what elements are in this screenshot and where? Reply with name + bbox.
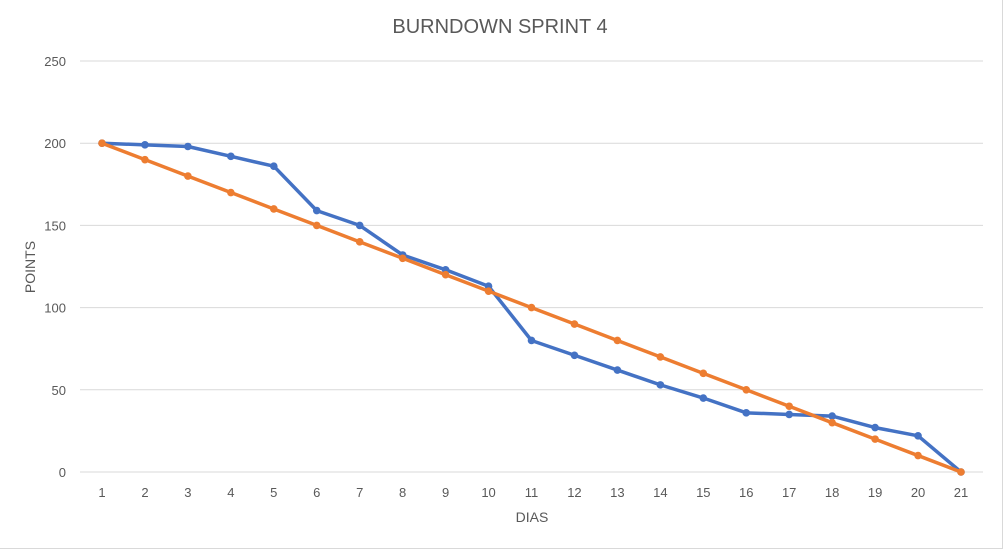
x-tick-label: 15 [696,485,710,500]
data-point [828,418,836,427]
x-tick-label: 6 [313,485,320,500]
x-tick-label: 12 [567,485,581,500]
data-point [98,139,106,147]
data-point [141,141,149,149]
data-point [141,155,149,164]
x-tick-label: 17 [782,485,796,500]
data-point [398,254,407,263]
x-tick-label: 9 [442,485,449,500]
data-point [914,451,922,460]
series-layer [98,139,965,476]
data-point [484,287,493,295]
x-axis-ticks: 1 2 3 4 5 6 7 8 9 10 11 12 13 14 15 16 17 18 19 20 21 [98,485,968,500]
x-tick-label: 21 [954,485,968,500]
gridlines [80,60,983,473]
data-point [699,394,708,402]
data-point [227,188,235,197]
y-tick-label: 100 [44,301,66,316]
x-tick-label: 4 [227,485,234,500]
series-2 [98,139,965,476]
data-point [355,238,364,246]
x-tick-label: 16 [739,485,753,500]
x-axis-title: DIAS [516,509,549,525]
data-point [270,162,278,171]
data-point [527,336,536,345]
x-tick-label: 19 [868,485,882,500]
data-point [613,336,622,345]
data-point [957,468,965,476]
data-point [184,172,192,180]
data-point [570,351,579,360]
data-point [871,423,879,432]
data-point [613,366,622,374]
data-point [441,270,450,279]
x-tick-label: 8 [399,485,406,500]
data-point [656,353,665,361]
data-point [828,412,836,420]
x-tick-label: 13 [610,485,624,500]
x-tick-label: 20 [911,485,925,500]
data-point [270,205,278,213]
chart-title: BURNDOWN SPRINT 4 [392,16,607,38]
data-point [742,386,751,394]
data-point [570,320,579,328]
data-point [312,206,321,215]
data-point [914,432,922,440]
data-point [699,369,708,378]
x-tick-label: 2 [141,485,148,500]
data-point [312,221,321,230]
y-tick-label: 50 [52,383,66,398]
data-point [871,435,879,443]
x-tick-label: 14 [653,485,667,500]
x-tick-label: 5 [270,485,277,500]
x-tick-label: 11 [525,485,539,500]
x-tick-label: 7 [356,485,363,500]
data-point [355,221,364,230]
x-tick-label: 1 [98,485,105,500]
data-point [527,303,536,312]
data-point [785,410,793,419]
y-axis-ticks: 0 50 100 150 200 250 [44,54,66,480]
data-point [656,381,665,389]
data-point [184,142,192,151]
x-tick-label: 10 [481,485,495,500]
y-tick-label: 250 [44,54,66,69]
y-axis-title: POINTS [22,241,38,293]
y-tick-label: 150 [44,218,66,233]
x-tick-label: 18 [825,485,839,500]
data-point [742,409,751,417]
y-tick-label: 0 [59,465,66,480]
data-point [785,402,793,411]
x-tick-label: 3 [184,485,191,500]
y-tick-label: 200 [44,136,66,151]
data-point [227,152,235,161]
